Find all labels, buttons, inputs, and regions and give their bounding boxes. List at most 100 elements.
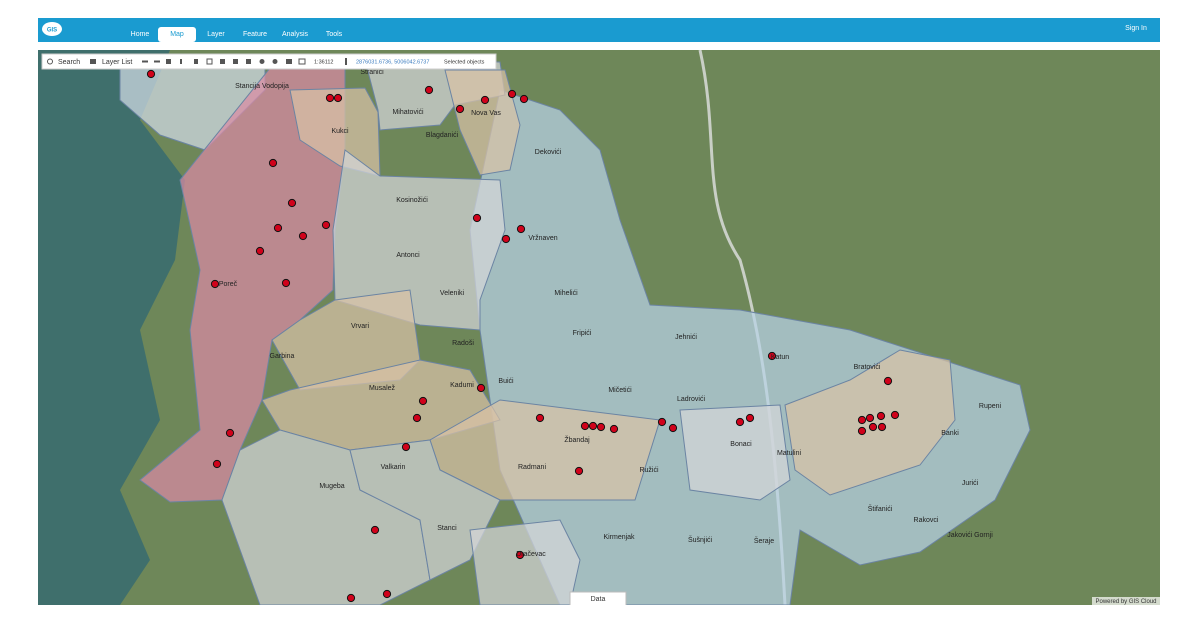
place-label: Garbina — [270, 353, 295, 360]
marker[interactable] — [868, 422, 878, 432]
place-label: Dekovići — [535, 149, 562, 156]
marker[interactable] — [519, 94, 529, 104]
marker[interactable] — [255, 246, 265, 256]
nav-item[interactable]: Feature — [243, 31, 267, 38]
nav-item[interactable]: Map — [170, 31, 184, 38]
nav-item[interactable]: Home — [131, 31, 150, 38]
marker[interactable] — [333, 93, 343, 103]
place-label: Žbandaj — [564, 435, 590, 444]
marker[interactable] — [588, 421, 598, 431]
marker[interactable] — [876, 411, 886, 421]
marker[interactable] — [516, 224, 526, 234]
place-label: Dračevac — [516, 551, 546, 558]
marker[interactable] — [273, 223, 283, 233]
attribution: Powered by GIS Cloud — [1095, 599, 1156, 605]
place-label: Radoši — [452, 340, 474, 347]
marker[interactable] — [735, 417, 745, 427]
place-label: Bonaci — [730, 441, 752, 448]
place-label: Buići — [498, 378, 514, 385]
marker[interactable] — [745, 413, 755, 423]
toolbar-items: Search Layer List 1:36112 2876031.6736, … — [58, 59, 485, 66]
place-label: Stancija Vodopija — [235, 83, 289, 90]
marker[interactable] — [515, 550, 525, 560]
marker[interactable] — [225, 428, 235, 438]
marker[interactable] — [865, 413, 875, 423]
place-label: Matulini — [777, 450, 802, 457]
marker[interactable] — [668, 423, 678, 433]
marker[interactable] — [657, 417, 667, 427]
place-label: Šušnjići — [688, 535, 713, 544]
regions — [119, 54, 1031, 605]
nav-strip — [38, 42, 1160, 50]
sign-in[interactable]: Sign In — [1125, 25, 1147, 32]
logo-cloud[interactable] — [42, 22, 62, 36]
place-label: Nova Vas — [471, 110, 501, 117]
marker[interactable] — [857, 426, 867, 436]
place-label: Blagdanići — [426, 132, 459, 139]
place-label: Vržnaven — [528, 235, 557, 242]
marker[interactable] — [268, 158, 278, 168]
search[interactable]: Search — [58, 59, 80, 66]
place-label: Bratovići — [854, 364, 881, 371]
marker[interactable] — [424, 85, 434, 95]
nav-item[interactable]: Layer — [207, 31, 225, 38]
markers — [146, 69, 900, 603]
marker[interactable] — [535, 413, 545, 423]
marker[interactable] — [370, 525, 380, 535]
marker[interactable] — [401, 442, 411, 452]
place-label: Ružići — [639, 467, 659, 474]
marker[interactable] — [476, 383, 486, 393]
tool-icons[interactable] — [47, 58, 348, 65]
sea — [38, 50, 185, 605]
marker[interactable] — [580, 421, 590, 431]
marker[interactable] — [472, 213, 482, 223]
marker[interactable] — [574, 466, 584, 476]
logo[interactable]: GIS — [47, 28, 57, 34]
layer-list[interactable]: Layer List — [102, 59, 132, 66]
selected-objects[interactable]: Selected objects — [444, 59, 485, 65]
marker[interactable] — [418, 396, 428, 406]
place-label: Rakovci — [914, 517, 939, 524]
data-tab-label[interactable]: Data — [591, 596, 606, 603]
place-label: Mihatovići — [392, 109, 424, 116]
marker[interactable] — [281, 278, 291, 288]
data-tab[interactable] — [569, 591, 627, 606]
marker[interactable] — [767, 351, 777, 361]
marker[interactable] — [455, 104, 465, 114]
nav-item[interactable]: Tools — [326, 31, 343, 38]
place-label: Poreč — [219, 281, 238, 288]
place-label: Stanci — [437, 525, 457, 532]
nav-item[interactable]: Analysis — [282, 31, 309, 38]
attribution-box — [1092, 597, 1160, 605]
marker[interactable] — [883, 376, 893, 386]
marker[interactable] — [212, 459, 222, 469]
marker[interactable] — [346, 593, 356, 603]
marker[interactable] — [146, 69, 156, 79]
marker[interactable] — [382, 589, 392, 599]
marker[interactable] — [325, 93, 335, 103]
marker[interactable] — [321, 220, 331, 230]
marker[interactable] — [609, 424, 619, 434]
place-label: Vrvari — [351, 323, 369, 330]
place-label: Rupeni — [979, 403, 1002, 410]
place-label: Mihelići — [554, 290, 578, 297]
marker[interactable] — [210, 279, 220, 289]
place-label: Kosinožići — [396, 197, 428, 204]
marker[interactable] — [857, 415, 867, 425]
marker[interactable] — [877, 422, 887, 432]
place-label: Šeraje — [754, 536, 774, 545]
marker[interactable] — [287, 198, 297, 208]
marker[interactable] — [596, 422, 606, 432]
marker[interactable] — [890, 410, 900, 420]
marker[interactable] — [412, 413, 422, 423]
place-label: Fripići — [573, 330, 592, 337]
marker[interactable] — [501, 234, 511, 244]
place-label: Mičetići — [608, 387, 632, 394]
marker[interactable] — [298, 231, 308, 241]
marker[interactable] — [480, 95, 490, 105]
map[interactable]: Stancija Vodopija Stranići Mihatovići Kukci… — [38, 50, 1160, 606]
marker[interactable] — [507, 89, 517, 99]
place-label: Katun — [771, 354, 789, 361]
